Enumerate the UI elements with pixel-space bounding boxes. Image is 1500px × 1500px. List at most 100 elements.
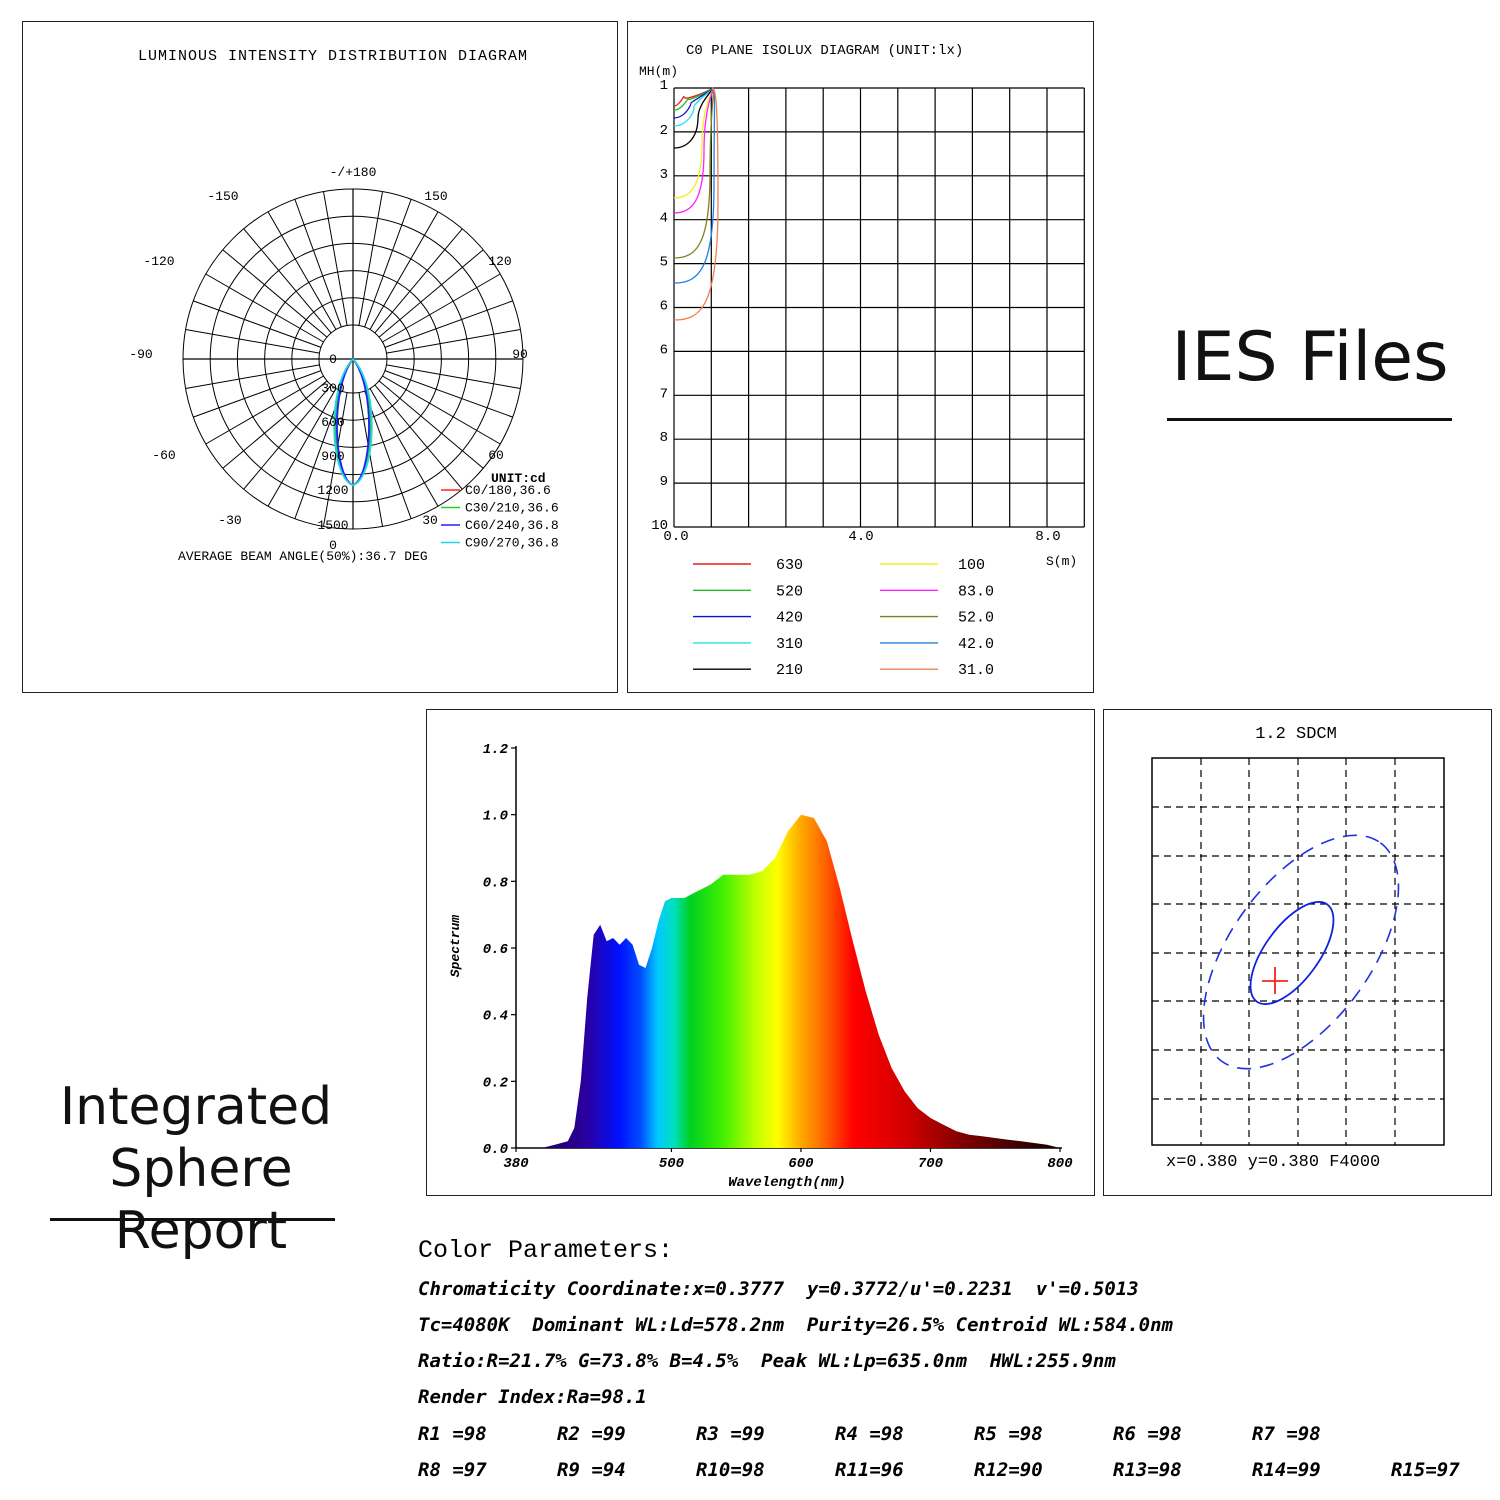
isolux-legend-label: 100 bbox=[958, 557, 985, 574]
isolux-y-tick: 7 bbox=[660, 386, 668, 402]
isolux-y-tick: 5 bbox=[660, 255, 668, 271]
polar-spoke bbox=[193, 370, 322, 418]
spectrum-x-tick: 700 bbox=[918, 1156, 943, 1172]
render-index-r-value: R13=98 bbox=[1113, 1459, 1182, 1481]
polar-spoke bbox=[294, 199, 342, 328]
polar-spoke bbox=[386, 364, 521, 390]
isolux-legend-label: 83.0 bbox=[958, 583, 994, 600]
isolux-y-tick: 4 bbox=[660, 211, 668, 227]
isolux-legend-label: 520 bbox=[776, 583, 803, 600]
sphere-report-heading-line1: Integrated bbox=[59, 1077, 333, 1137]
spectrum-x-axis-label: Wavelength(nm) bbox=[728, 1175, 846, 1191]
polar-angle-label: -90 bbox=[129, 347, 152, 362]
polar-angle-label: 0 bbox=[329, 352, 337, 367]
isolux-legend-label: 52.0 bbox=[958, 610, 994, 627]
isolux-legend-label: 210 bbox=[776, 662, 803, 679]
render-index-r-value: R9 =94 bbox=[557, 1459, 626, 1481]
ies-files-underline bbox=[1167, 418, 1452, 421]
polar-angle-label: -60 bbox=[152, 448, 175, 463]
polar-legend-label: C60/240,36.8 bbox=[465, 518, 559, 533]
polar-spoke bbox=[374, 384, 463, 490]
isolux-y-tick: 9 bbox=[660, 474, 668, 490]
isolux-x-tick: 8.0 bbox=[1035, 529, 1060, 545]
sdcm-inner-ellipse bbox=[1249, 901, 1335, 1005]
polar-spoke bbox=[378, 249, 484, 338]
polar-spoke bbox=[205, 375, 324, 445]
polar-angle-label: -/+180 bbox=[330, 165, 377, 180]
isolux-y-tick: 3 bbox=[660, 167, 668, 183]
spectrum-y-tick: 0.2 bbox=[483, 1075, 509, 1091]
isolux-legend-label: 630 bbox=[776, 557, 803, 574]
ratio-line: Ratio:R=21.7% G=73.8% B=4.5% Peak WL:Lp=… bbox=[418, 1350, 1116, 1372]
render-index-r-value: R6 =98 bbox=[1113, 1423, 1182, 1445]
spectrum-area bbox=[516, 814, 1060, 1148]
polar-footer: AVERAGE BEAM ANGLE(50%):36.7 DEG bbox=[178, 549, 428, 564]
isolux-contour bbox=[673, 87, 719, 321]
sdcm-outer-ellipse bbox=[1202, 834, 1400, 1070]
render-index-r-value: R1 =98 bbox=[418, 1423, 487, 1445]
polar-spoke bbox=[358, 392, 384, 527]
isolux-y-tick: 2 bbox=[660, 123, 668, 139]
polar-spoke bbox=[205, 273, 324, 343]
isolux-contour bbox=[673, 87, 714, 127]
sphere-report-underline bbox=[50, 1218, 335, 1221]
polar-spoke bbox=[369, 211, 439, 330]
spectrum-x-tick: 600 bbox=[788, 1156, 813, 1172]
polar-angle-label: 0 bbox=[329, 538, 337, 553]
polar-spoke bbox=[382, 375, 501, 445]
isolux-y-tick: 10 bbox=[651, 518, 668, 534]
sdcm-title: 1.2 SDCM bbox=[1255, 725, 1337, 744]
render-index-r-value: R10=98 bbox=[696, 1459, 765, 1481]
render-index-r-value: R12=90 bbox=[974, 1459, 1043, 1481]
isolux-legend-label: 42.0 bbox=[958, 636, 994, 653]
polar-legend-label: C0/180,36.6 bbox=[465, 483, 551, 498]
polar-spoke bbox=[322, 191, 348, 326]
polar-angle-label: 90 bbox=[512, 347, 528, 362]
render-index-r-value: R14=99 bbox=[1252, 1459, 1321, 1481]
polar-angle-label: 60 bbox=[488, 448, 504, 463]
render-index-r-value: R7 =98 bbox=[1252, 1423, 1321, 1445]
spectrum-y-tick: 0.6 bbox=[483, 942, 509, 958]
spectrum-y-tick: 0.8 bbox=[483, 875, 509, 891]
spectrum-y-tick: 0.0 bbox=[483, 1142, 508, 1158]
render-index-r-value: R15=97 bbox=[1391, 1459, 1460, 1481]
polar-spoke bbox=[185, 328, 320, 354]
polar-ring-label: 900 bbox=[321, 449, 344, 464]
spectrum-chart: 0.0 0.2 0.4 0.6 0.8 1.0 1.2 380 500 600 700 800 Spe… bbox=[448, 742, 1073, 1191]
isolux-contour bbox=[673, 87, 716, 284]
sdcm-panel: 1.2 SDCM x=0.380 y=0.380 F4000 bbox=[1103, 709, 1492, 1196]
spectrum-y-tick: 1.2 bbox=[483, 742, 509, 758]
isolux-legend-label: 31.0 bbox=[958, 662, 994, 679]
isolux-legend-label: 310 bbox=[776, 636, 803, 653]
isolux-y-axis-label: MH(m) bbox=[639, 64, 678, 79]
polar-spoke bbox=[384, 300, 513, 348]
polar-spoke bbox=[267, 211, 337, 330]
polar-diagram: LUMINOUS INTENSITY DISTRIBUTION DIAGRAM … bbox=[129, 48, 559, 564]
spectrum-y-tick: 0.4 bbox=[483, 1009, 508, 1025]
polar-spoke bbox=[222, 249, 328, 338]
isolux-contour bbox=[673, 87, 714, 199]
polar-spoke bbox=[378, 380, 484, 469]
polar-spoke bbox=[222, 380, 328, 469]
spectrum-x-tick: 800 bbox=[1047, 1156, 1072, 1172]
polar-spoke bbox=[364, 390, 412, 519]
polar-spoke bbox=[243, 384, 332, 490]
polar-spoke bbox=[384, 370, 513, 418]
isolux-x-axis-label: S(m) bbox=[1046, 554, 1077, 569]
polar-spoke bbox=[364, 199, 412, 328]
render-index-r-value: R4 =98 bbox=[835, 1423, 904, 1445]
polar-legend-label: C90/270,36.8 bbox=[465, 536, 559, 551]
polar-diagram-panel: LUMINOUS INTENSITY DISTRIBUTION DIAGRAM … bbox=[22, 21, 618, 693]
render-index-r-value: R8 =97 bbox=[418, 1459, 487, 1481]
polar-spoke bbox=[294, 390, 342, 519]
isolux-contour bbox=[673, 87, 714, 149]
polar-ring-label: 1500 bbox=[317, 518, 348, 533]
isolux-y-tick: 8 bbox=[660, 430, 668, 446]
isolux-contour bbox=[673, 87, 714, 214]
isolux-diagram: C0 PLANE ISOLUX DIAGRAM (UNIT:lx) MH(m) … bbox=[639, 43, 1085, 679]
polar-spoke bbox=[193, 300, 322, 348]
isolux-x-tick: 4.0 bbox=[848, 529, 873, 545]
polar-angle-label: -120 bbox=[143, 254, 174, 269]
color-parameters-heading: Color Parameters: bbox=[418, 1236, 674, 1265]
sdcm-footer: x=0.380 y=0.380 F4000 bbox=[1166, 1153, 1380, 1172]
